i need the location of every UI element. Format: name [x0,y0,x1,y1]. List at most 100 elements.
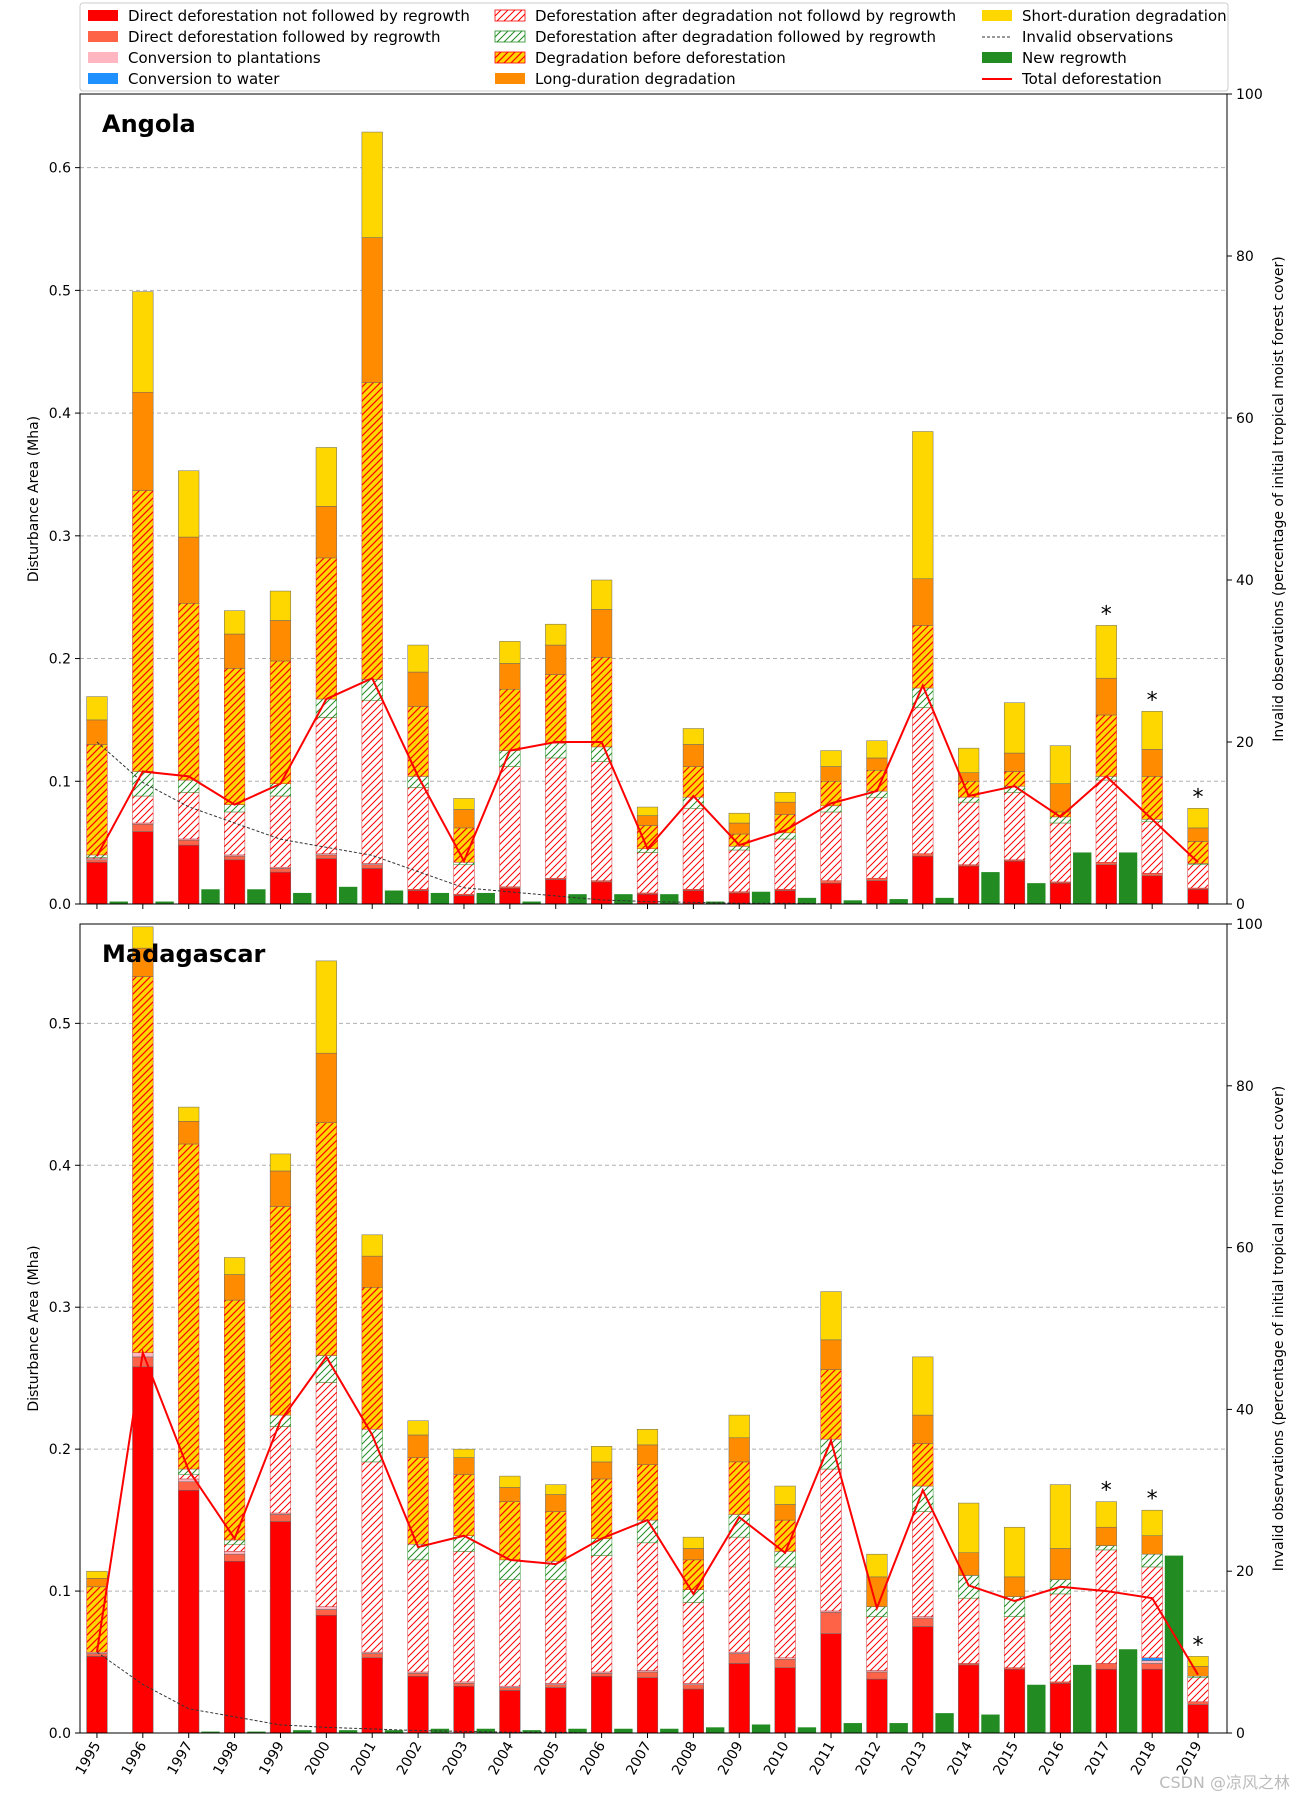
legend-item-long-deg: Long-duration degradation [495,70,736,88]
bar-direct-no-regrowth-1995 [86,862,108,905]
bar-deg-def-no-regrowth-2003 [453,1551,475,1683]
bar-water-2018 [1141,1657,1163,1661]
bar-direct-regrowth-1999 [269,1514,292,1522]
bar-direct-no-regrowth-2016 [1049,882,1071,905]
bar-stack-2016 [1049,745,1071,905]
y2-tick-label: 40 [1236,1402,1254,1418]
y2-tick-label: 60 [1236,1241,1254,1257]
x-tick-label: 2000 [302,1739,334,1778]
bar-direct-no-regrowth-2009 [728,892,750,905]
bar-direct-no-regrowth-1999 [269,1521,292,1734]
bar-direct-regrowth-1995 [86,1653,108,1657]
bar-new-regrowth-2003 [476,1728,495,1733]
bar-deg-def-no-regrowth-2015 [1003,1616,1026,1668]
bar-stack-2005 [545,623,567,905]
bar-deg-before-def-1995 [86,1586,108,1653]
red-hatch-square-icon [494,9,526,22]
bar-direct-no-regrowth-2004 [499,1690,521,1734]
x-tick-label: 2015 [990,1739,1022,1778]
bar-short-deg-2005 [545,623,567,646]
bar-long-deg-2009 [728,1437,750,1463]
bar-new-regrowth-2014 [981,1714,1000,1733]
legend-label: Total deforestation [1021,70,1162,88]
bar-direct-no-regrowth-1999 [269,871,292,905]
bar-deg-def-no-regrowth-1996 [132,795,154,824]
bar-plantations-2018 [1141,1660,1163,1664]
legend-item-total: Total deforestation [982,70,1162,88]
bar-direct-regrowth-2012 [866,877,888,881]
x-tick-label: 2014 [944,1739,976,1778]
bar-stack-2002 [407,1420,429,1734]
bar-deg-def-no-regrowth-2000 [315,717,337,854]
bar-deg-before-def-2004 [499,688,521,751]
panel-title: Angola [102,110,196,138]
bar-deg-def-no-regrowth-2002 [407,1559,429,1673]
bar-short-deg-2007 [636,1429,659,1446]
bar-deg-before-def-1996 [132,490,154,772]
legend-item-deg-def-no-regrowth: Deforestation after degradation not foll… [494,7,956,25]
bar-long-deg-2013 [912,578,934,626]
bar-direct-regrowth-2007 [636,1671,659,1678]
bar-long-deg-1998 [224,1274,246,1301]
bar-direct-regrowth-2011 [820,1612,842,1634]
bar-deg-def-regrowth-1998 [224,1539,246,1545]
bar-stack-2019 [1187,1656,1209,1734]
bar-deg-before-def-1997 [178,1143,200,1470]
bar-long-deg-2004 [499,1487,521,1502]
yellow-hatch-square-icon [494,51,526,64]
green-hatch-square-icon [494,30,526,43]
bar-direct-regrowth-2005 [545,1684,567,1688]
bar-deg-def-regrowth-2006 [591,1538,613,1556]
y-tick-label: 0.1 [49,774,71,790]
bar-long-deg-2012 [866,757,888,771]
bar-direct-regrowth-1999 [269,868,292,873]
bar-deg-def-no-regrowth-2011 [820,811,842,881]
bar-stack-2017 [1095,1501,1117,1734]
bar-long-deg-1995 [86,1578,108,1588]
bar-stack-2018 [1141,711,1163,905]
bar-long-deg-2013 [912,1414,934,1444]
bar-deg-before-def-2017 [1095,714,1117,777]
bar-direct-no-regrowth-2004 [499,887,521,905]
bar-new-regrowth-2012 [889,1723,908,1733]
bar-long-deg-2016 [1049,1548,1071,1580]
bar-direct-no-regrowth-2009 [728,1663,750,1734]
bar-stack-2012 [866,740,888,905]
bar-stack-2015 [1003,1526,1026,1734]
y-tick-label: 0.2 [49,652,71,668]
x-tick-label: 1997 [164,1739,196,1778]
bar-stack-2014 [958,1502,980,1734]
bar-stack-2009 [728,812,750,905]
bar-deg-def-no-regrowth-2001 [361,700,383,864]
bar-deg-def-no-regrowth-2005 [545,1579,567,1684]
bar-long-deg-2004 [499,663,521,690]
bar-long-deg-2019 [1187,827,1209,842]
bar-long-deg-2005 [545,1494,567,1512]
legend-label: Degradation before deforestation [535,49,786,67]
bar-deg-before-def-2001 [361,382,383,680]
bar-direct-no-regrowth-2014 [958,865,980,905]
bar-direct-no-regrowth-2006 [591,1675,613,1734]
bar-new-regrowth-2008 [705,1727,725,1733]
bar-deg-def-no-regrowth-1998 [224,1543,246,1552]
partial-year-marker: * [1101,1479,1112,1504]
x-tick-label: 2006 [577,1739,609,1778]
legend: Direct deforestation not followed by reg… [79,2,1229,92]
bar-stack-2003 [453,1448,475,1734]
bar-short-deg-2018 [1141,711,1163,750]
y-tick-label: 0.1 [49,1584,71,1600]
bar-stack-1997 [178,470,200,905]
bar-direct-regrowth-2008 [682,1684,704,1690]
x-tick-label: 1998 [210,1739,242,1778]
legend-label: Conversion to water [128,70,280,88]
bar-long-deg-2015 [1003,752,1026,772]
bar-new-regrowth-2005 [568,894,587,904]
y-tick-label: 0.5 [49,1016,71,1032]
bar-direct-no-regrowth-2017 [1095,1668,1117,1734]
bar-new-regrowth-2006 [614,1728,633,1733]
bar-short-deg-2008 [682,1536,704,1549]
x-tick-label: 1996 [119,1739,151,1778]
legend-item-direct-regrowth: Direct deforestation followed by regrowt… [88,28,441,46]
y2-tick-label: 80 [1236,1079,1254,1095]
bar-direct-regrowth-2013 [912,1617,934,1627]
